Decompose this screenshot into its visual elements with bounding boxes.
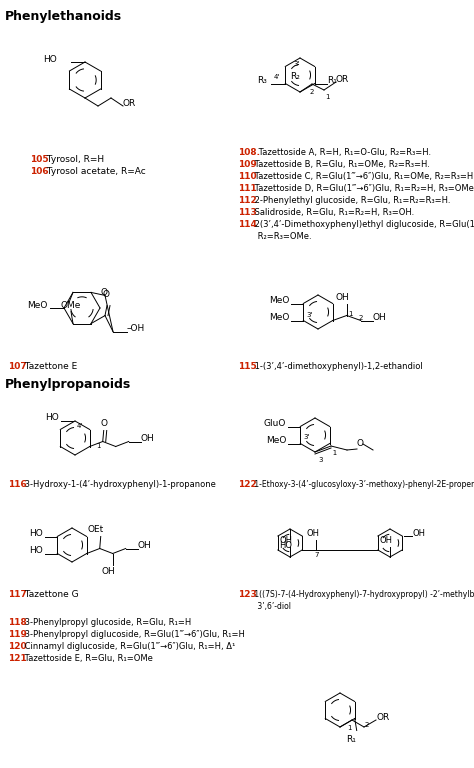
Text: Tyrosol, R=H: Tyrosol, R=H	[44, 155, 104, 164]
Text: 1: 1	[325, 94, 329, 100]
Text: 1-(3’,4’-dimethoxyphenyl)-1,2-ethandiol: 1-(3’,4’-dimethoxyphenyl)-1,2-ethandiol	[252, 362, 422, 371]
Text: 2: 2	[359, 316, 363, 322]
Text: Tazettoside A, R=H, R₁=O-Glu, R₂=R₃=H.: Tazettoside A, R=H, R₁=O-Glu, R₂=R₃=H.	[256, 148, 431, 157]
Text: Tyrosol acetate, R=Ac: Tyrosol acetate, R=Ac	[44, 167, 146, 176]
Text: Salidroside, R=Glu, R₁=R₂=H, R₃=OH.: Salidroside, R=Glu, R₁=R₂=H, R₃=OH.	[252, 208, 414, 217]
Text: 111: 111	[238, 184, 257, 193]
Text: 7: 7	[314, 552, 319, 558]
Text: 115: 115	[238, 362, 257, 371]
Text: O: O	[100, 419, 107, 429]
Text: MeO: MeO	[269, 313, 289, 322]
Text: Cinnamyl diglucoside, R=Glu(1‴→6″)Glu, R₁=H, Δ¹: Cinnamyl diglucoside, R=Glu(1‴→6″)Glu, R…	[22, 642, 235, 651]
Text: 106: 106	[30, 167, 49, 176]
Text: OMe: OMe	[61, 300, 81, 310]
Text: R₂: R₂	[290, 72, 300, 81]
Text: 112: 112	[238, 196, 257, 205]
Text: OEt: OEt	[88, 525, 104, 535]
Text: OH: OH	[412, 528, 425, 538]
Text: OH: OH	[280, 536, 292, 545]
Text: OH: OH	[336, 293, 350, 303]
Text: Tazettoside D, R=Glu(1‴→6″)Glu, R₁=R₂=H, R₃=OMe.: Tazettoside D, R=Glu(1‴→6″)Glu, R₁=R₂=H,…	[252, 184, 474, 193]
Text: 4': 4'	[274, 74, 280, 80]
Text: HO: HO	[43, 55, 57, 64]
Text: 3: 3	[318, 457, 322, 463]
Text: O: O	[100, 288, 108, 297]
Text: 2: 2	[365, 722, 369, 728]
Text: OH: OH	[380, 536, 392, 545]
Text: 110: 110	[238, 172, 256, 181]
Text: O: O	[357, 439, 364, 449]
Text: 1((7S)-7-(4-Hydroxyphenyl)-7-hydroxypropyl) -2’-methylbenzene-: 1((7S)-7-(4-Hydroxyphenyl)-7-hydroxyprop…	[252, 590, 474, 599]
Text: 118: 118	[8, 618, 27, 627]
Text: 108.: 108.	[238, 148, 260, 157]
Text: 3-Phenylpropyl glucoside, R=Glu, R₁=H: 3-Phenylpropyl glucoside, R=Glu, R₁=H	[22, 618, 191, 627]
Text: HO: HO	[29, 529, 43, 538]
Text: OH: OH	[141, 434, 155, 443]
Text: Phenylpropanoids: Phenylpropanoids	[5, 378, 131, 391]
Text: 120: 120	[8, 642, 27, 651]
Text: OH: OH	[373, 313, 386, 322]
Text: MeO: MeO	[266, 436, 286, 445]
Text: –OH: –OH	[127, 324, 145, 333]
Text: 3-Phenylpropyl diglucoside, R=Glu(1‴→6″)Glu, R₁=H: 3-Phenylpropyl diglucoside, R=Glu(1‴→6″)…	[22, 630, 245, 639]
Text: 123: 123	[238, 590, 257, 599]
Text: 1: 1	[96, 443, 100, 449]
Text: 1: 1	[347, 725, 351, 731]
Text: 109: 109	[238, 160, 257, 169]
Text: HO: HO	[280, 541, 292, 550]
Text: Tazettoside E, R=Glu, R₁=OMe: Tazettoside E, R=Glu, R₁=OMe	[22, 654, 153, 663]
Text: Tazettone E: Tazettone E	[22, 362, 77, 371]
Text: R₁: R₁	[327, 76, 337, 85]
Text: 2(3’,4’-Dimethoxyphenyl)ethyl diglucoside, R=Glu(1‴→6″)Glu, R₁=H,: 2(3’,4’-Dimethoxyphenyl)ethyl diglucosid…	[252, 220, 474, 229]
Text: MeO: MeO	[269, 296, 289, 305]
Text: GluO: GluO	[264, 419, 286, 428]
Text: 3': 3'	[307, 312, 313, 318]
Text: O: O	[102, 290, 109, 299]
Text: Tazettoside C, R=Glu(1‴→6″)Glu, R₁=OMe, R₂=R₃=H.: Tazettoside C, R=Glu(1‴→6″)Glu, R₁=OMe, …	[252, 172, 474, 181]
Text: 116: 116	[8, 480, 27, 489]
Text: OH: OH	[307, 529, 319, 538]
Text: 107: 107	[8, 362, 27, 371]
Text: 2-Phenylethyl glucoside, R=Glu, R₁=R₂=R₃=H.: 2-Phenylethyl glucoside, R=Glu, R₁=R₂=R₃…	[252, 196, 450, 205]
Text: 122: 122	[238, 480, 257, 489]
Text: 113: 113	[238, 208, 257, 217]
Text: 1-Ethoxy-3-(4’-glucosyloxy-3’-methoxy)-phenyl-2E-propenyl: 1-Ethoxy-3-(4’-glucosyloxy-3’-methoxy)-p…	[252, 480, 474, 489]
Text: R₁: R₁	[346, 734, 356, 743]
Text: MeO: MeO	[27, 300, 48, 310]
Text: OH: OH	[102, 567, 116, 575]
Text: 3': 3'	[294, 61, 300, 67]
Text: Tazettoside B, R=Glu, R₁=OMe, R₂=R₃=H.: Tazettoside B, R=Glu, R₁=OMe, R₂=R₃=H.	[252, 160, 429, 169]
Text: Tazettone G: Tazettone G	[22, 590, 78, 599]
Text: 3’,6’-diol: 3’,6’-diol	[255, 602, 291, 611]
Text: 105: 105	[30, 155, 49, 164]
Text: 1: 1	[326, 450, 337, 456]
Text: OR: OR	[123, 98, 136, 108]
Text: 3-Hydroxy-1-(4’-hydroxyphenyl)-1-propanone: 3-Hydroxy-1-(4’-hydroxyphenyl)-1-propano…	[22, 480, 216, 489]
Text: 3': 3'	[304, 434, 310, 440]
Text: R₃: R₃	[257, 76, 267, 85]
Text: HO: HO	[29, 546, 43, 555]
Text: OH: OH	[138, 541, 152, 550]
Text: 121: 121	[8, 654, 27, 663]
Text: 119: 119	[8, 630, 27, 639]
Text: 1: 1	[348, 310, 352, 316]
Text: Phenylethanoids: Phenylethanoids	[5, 10, 122, 23]
Text: OR: OR	[336, 75, 349, 84]
Text: 4': 4'	[77, 423, 83, 429]
Text: 114: 114	[238, 220, 257, 229]
Text: 2: 2	[310, 89, 314, 95]
Text: 117: 117	[8, 590, 27, 599]
Text: OR: OR	[377, 713, 390, 723]
Text: R₂=R₃=OMe.: R₂=R₃=OMe.	[255, 232, 311, 241]
Text: HO: HO	[45, 413, 59, 422]
